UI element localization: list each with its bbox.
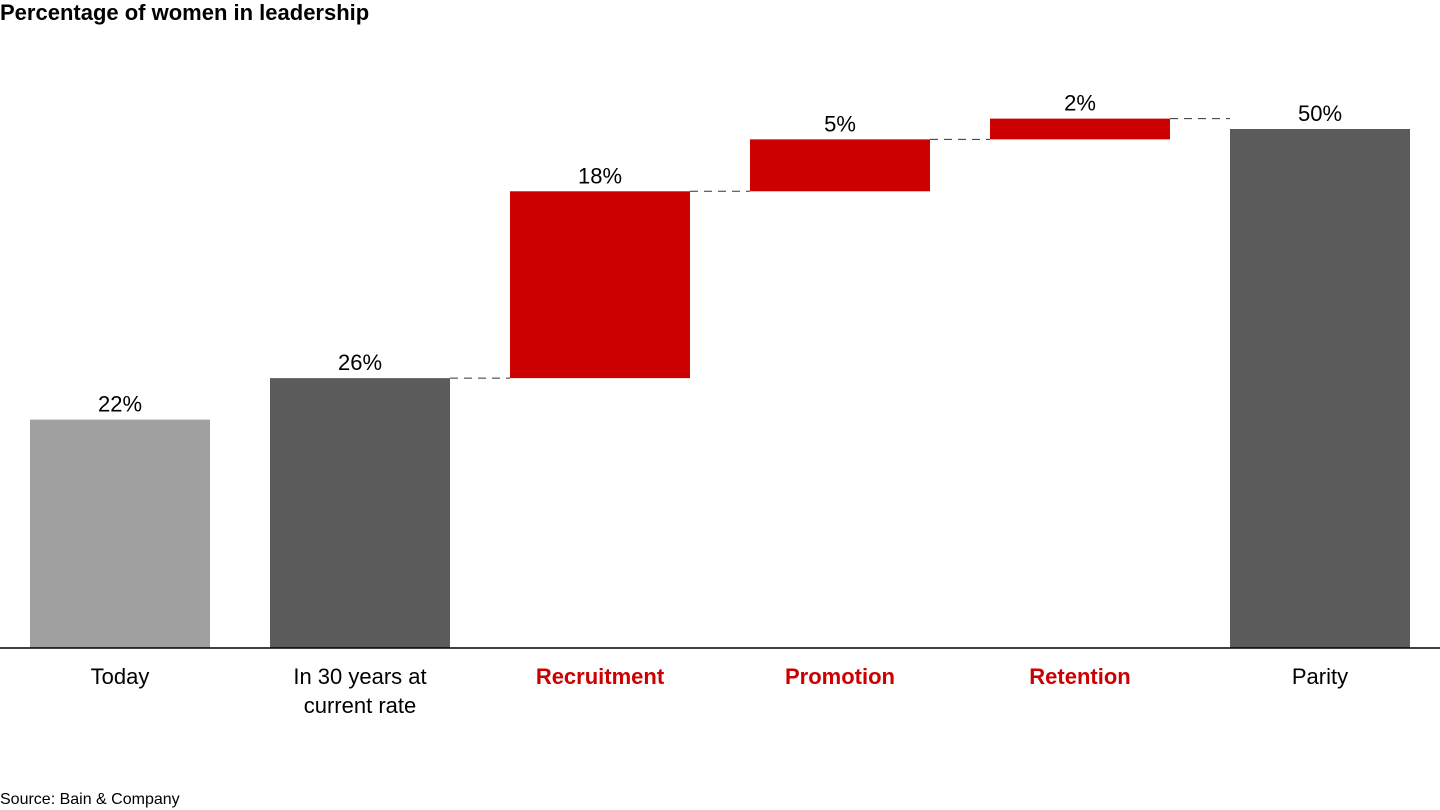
value-label: 22%	[98, 392, 142, 417]
bar-parity	[1230, 129, 1410, 648]
category-label: Retention	[1029, 664, 1130, 689]
bar-promotion	[750, 139, 930, 192]
value-label: 5%	[824, 111, 856, 136]
category-label: Recruitment	[536, 664, 665, 689]
value-label: 2%	[1064, 91, 1096, 116]
bar-in-30-years-at-current-rate	[270, 378, 450, 648]
value-label: 18%	[578, 163, 622, 188]
bar-today	[30, 419, 210, 648]
category-label: Today	[91, 664, 150, 689]
category-label: Promotion	[785, 664, 895, 689]
value-label: 50%	[1298, 101, 1342, 126]
category-label: In 30 years at current rate	[293, 664, 426, 718]
bars-layer	[30, 118, 1410, 648]
connectors-layer	[450, 118, 1230, 379]
bar-retention	[990, 118, 1170, 140]
category-labels-layer: Today In 30 years at current rate Recruitme…	[91, 664, 1348, 718]
value-label: 26%	[338, 350, 382, 375]
category-label: Parity	[1292, 664, 1348, 689]
value-labels-layer: 22% 26% 18% 5% 2% 50%	[98, 91, 1342, 417]
chart-title: Percentage of women in leadership	[0, 0, 369, 25]
bar-recruitment	[510, 191, 690, 379]
source-note: Source: Bain & Company	[0, 791, 180, 808]
